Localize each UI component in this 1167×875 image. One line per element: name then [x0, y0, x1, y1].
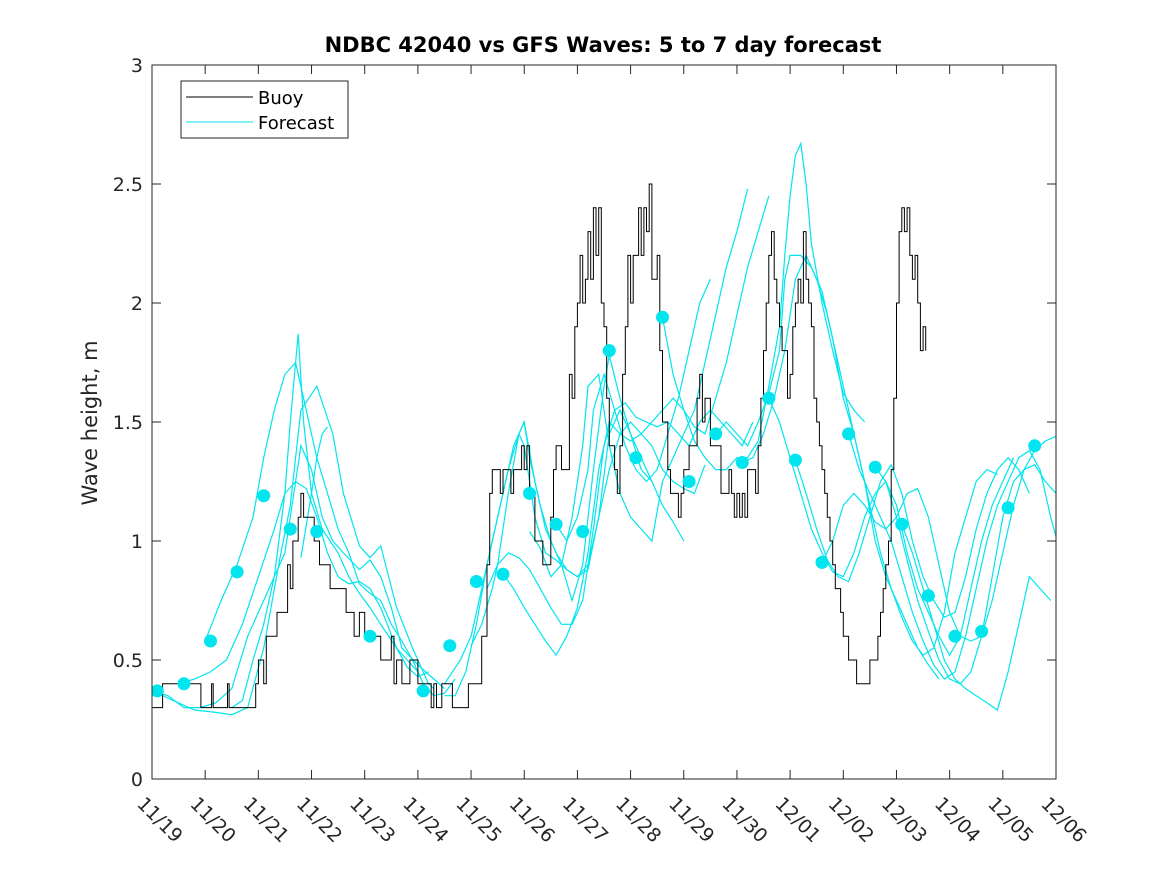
forecast-line-3: [204, 361, 456, 697]
forecast-marker-1: [177, 677, 191, 691]
x-tick-label-8: 11/27: [558, 793, 612, 847]
forecast-marker-7: [363, 629, 377, 643]
x-tick-label-12: 12/01: [771, 793, 825, 847]
forecast-marker-17: [656, 310, 669, 324]
forecast-line-13: [661, 141, 866, 471]
forecast-marker-31: [1028, 439, 1042, 453]
forecast-line-7: [444, 419, 706, 685]
forecast-line-20: [874, 435, 1056, 685]
forecast-marker-21: [762, 391, 776, 405]
y-tick-label-6: 3: [131, 55, 143, 77]
forecast-marker-16: [629, 451, 643, 465]
forecast-line-0: [152, 384, 435, 716]
y-tick-label-0: 0: [131, 769, 143, 791]
forecast-marker-24: [842, 427, 856, 441]
forecast-marker-18: [682, 475, 696, 488]
y-tick-label-2: 1: [131, 531, 143, 553]
forecast-line-19: [848, 433, 1056, 680]
forecast-line-9: [486, 402, 754, 625]
forecast-marker-3: [230, 565, 244, 579]
forecast-marker-23: [815, 555, 829, 569]
x-tick-label-11: 11/30: [717, 793, 771, 847]
x-tick-label-1: 11/20: [186, 793, 240, 847]
forecast-marker-5: [283, 522, 297, 536]
x-tick-label-13: 12/02: [824, 793, 878, 847]
forecast-marker-9: [443, 639, 457, 653]
y-axis-label: Wave height, m: [78, 340, 102, 505]
y-tick-label-3: 1.5: [113, 412, 143, 434]
legend: Buoy Forecast: [180, 80, 349, 139]
x-tick-label-14: 12/03: [877, 793, 931, 847]
forecast-marker-28: [948, 629, 962, 643]
forecast-marker-2: [204, 634, 217, 648]
forecast-line-1: [152, 443, 445, 709]
forecast-line-4: [231, 333, 419, 709]
forecast-marker-4: [257, 489, 271, 503]
forecast-marker-8: [416, 684, 430, 698]
forecast-marker-0: [152, 684, 164, 698]
forecast-line-18: [821, 464, 1056, 642]
legend-box: [180, 80, 349, 139]
x-tick-label-4: 11/23: [345, 793, 399, 847]
x-tick-label-0: 11/19: [132, 793, 186, 847]
plot-data: [152, 141, 1056, 716]
chart-title: NDBC 42040 vs GFS Waves: 5 to 7 day fore…: [325, 33, 882, 57]
forecast-marker-20: [735, 456, 749, 469]
forecast-line-12: [555, 278, 711, 543]
forecast-line-21: [901, 524, 1052, 711]
forecast-line-2: [178, 480, 429, 685]
legend-label-buoy: Buoy: [258, 88, 304, 109]
forecast-line-10: [502, 195, 770, 657]
x-tick-label-17: 12/06: [1036, 793, 1090, 847]
x-tick-label-15: 12/04: [930, 793, 984, 847]
forecast-marker-30: [1001, 501, 1015, 515]
y-tick-label-4: 2: [131, 293, 143, 315]
forecast-marker-6: [310, 525, 324, 538]
axes: 00.511.522.5311/1911/2011/2111/2211/2311…: [113, 55, 1091, 847]
forecast-line-5: [300, 426, 328, 558]
forecast-line-8: [470, 355, 653, 646]
x-tick-label-7: 11/26: [505, 793, 559, 847]
forecast-marker-12: [523, 486, 537, 500]
forecast-marker-27: [921, 589, 935, 603]
forecast-marker-10: [469, 575, 483, 588]
x-tick-label-10: 11/29: [664, 793, 718, 847]
forecast-marker-11: [496, 567, 510, 581]
x-tick-label-6: 11/25: [452, 793, 506, 847]
x-tick-label-9: 11/28: [611, 793, 665, 847]
y-tick-label-1: 0.5: [113, 650, 143, 672]
x-tick-label-5: 11/24: [398, 793, 452, 847]
forecast-line-14: [715, 254, 940, 680]
forecast-marker-25: [868, 460, 882, 474]
buoy-line: [152, 183, 927, 709]
x-tick-label-2: 11/21: [239, 793, 293, 847]
forecast-marker-26: [895, 517, 909, 531]
x-tick-label-16: 12/05: [983, 793, 1037, 847]
forecast-marker-22: [788, 453, 802, 467]
forecast-marker-15: [602, 344, 616, 358]
legend-label-forecast: Forecast: [258, 113, 334, 134]
y-tick-label-5: 2.5: [113, 174, 143, 196]
forecast-marker-29: [975, 624, 989, 638]
forecast-marker-14: [576, 525, 590, 538]
x-tick-label-3: 11/22: [292, 793, 346, 847]
plot-frame: [151, 64, 1057, 780]
forecast-marker-13: [549, 517, 563, 531]
forecast-marker-19: [709, 427, 723, 441]
forecast-line-17: [794, 456, 1030, 618]
